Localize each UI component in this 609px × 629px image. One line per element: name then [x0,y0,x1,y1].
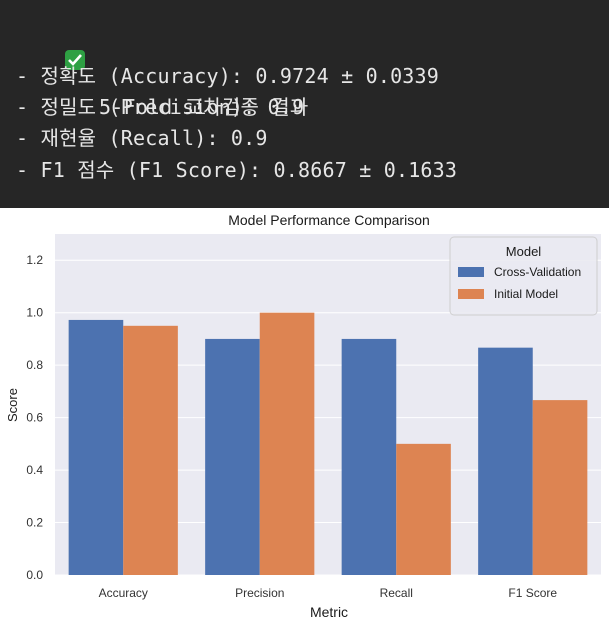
bar-initial-model [532,400,588,575]
y-tick-label: 0.6 [26,411,43,425]
x-tick-label: Precision [235,586,284,600]
legend-swatch [458,289,484,299]
legend-box [449,236,598,316]
y-tick-label: 0.8 [26,358,43,372]
bar-initial-model [259,312,315,575]
x-axis-label: Metric [310,604,348,620]
console-line-recall: - 재현율 (Recall): 0.9 [16,126,268,150]
bar-cross-validation [341,338,397,575]
legend-label: Cross-Validation [494,265,581,279]
console-header-line: 5-Fold 교차검증 결과 [16,26,309,144]
bar-initial-model [396,443,451,575]
console-output: 5-Fold 교차검증 결과 - 정확도 (Accuracy): 0.9724 … [0,0,609,208]
legend: Model Cross-Validation Initial Model [449,236,598,316]
y-tick-label: 1.2 [26,253,43,267]
y-tick-label: 0.2 [26,516,43,530]
bar-cross-validation [68,319,124,575]
bar-cross-validation [478,347,533,575]
chart-area: Model Performance Comparison 0.0 0.2 0.4 0.… [0,208,609,625]
console-line-accuracy: - 정확도 (Accuracy): 0.9724 ± 0.0339 [16,64,440,88]
bar-initial-model [123,325,178,575]
bar-cross-validation [205,338,260,575]
x-tick-label: F1 Score [508,586,557,600]
y-tick-label: 1.0 [26,306,43,320]
legend-swatch [458,267,484,277]
check-icon [64,50,85,70]
x-tick-label: Recall [380,586,413,600]
chart-title: Model Performance Comparison [228,212,430,228]
console-header-text: 5-Fold 교차검증 결과 [98,95,309,119]
y-tick-label: 0.0 [26,568,43,582]
y-tick-label: 0.4 [26,463,43,477]
y-axis-label: Score [5,388,20,422]
console-line-precision: - 정밀도 (Precision): 0.9 [16,95,305,119]
bar-chart: Model Performance Comparison 0.0 0.2 0.4 0.… [5,212,601,620]
legend-title: Model [506,244,542,259]
x-tick-label: Accuracy [99,586,148,600]
legend-label: Initial Model [494,287,558,301]
console-line-f1: - F1 점수 (F1 Score): 0.8667 ± 0.1633 [16,158,458,182]
